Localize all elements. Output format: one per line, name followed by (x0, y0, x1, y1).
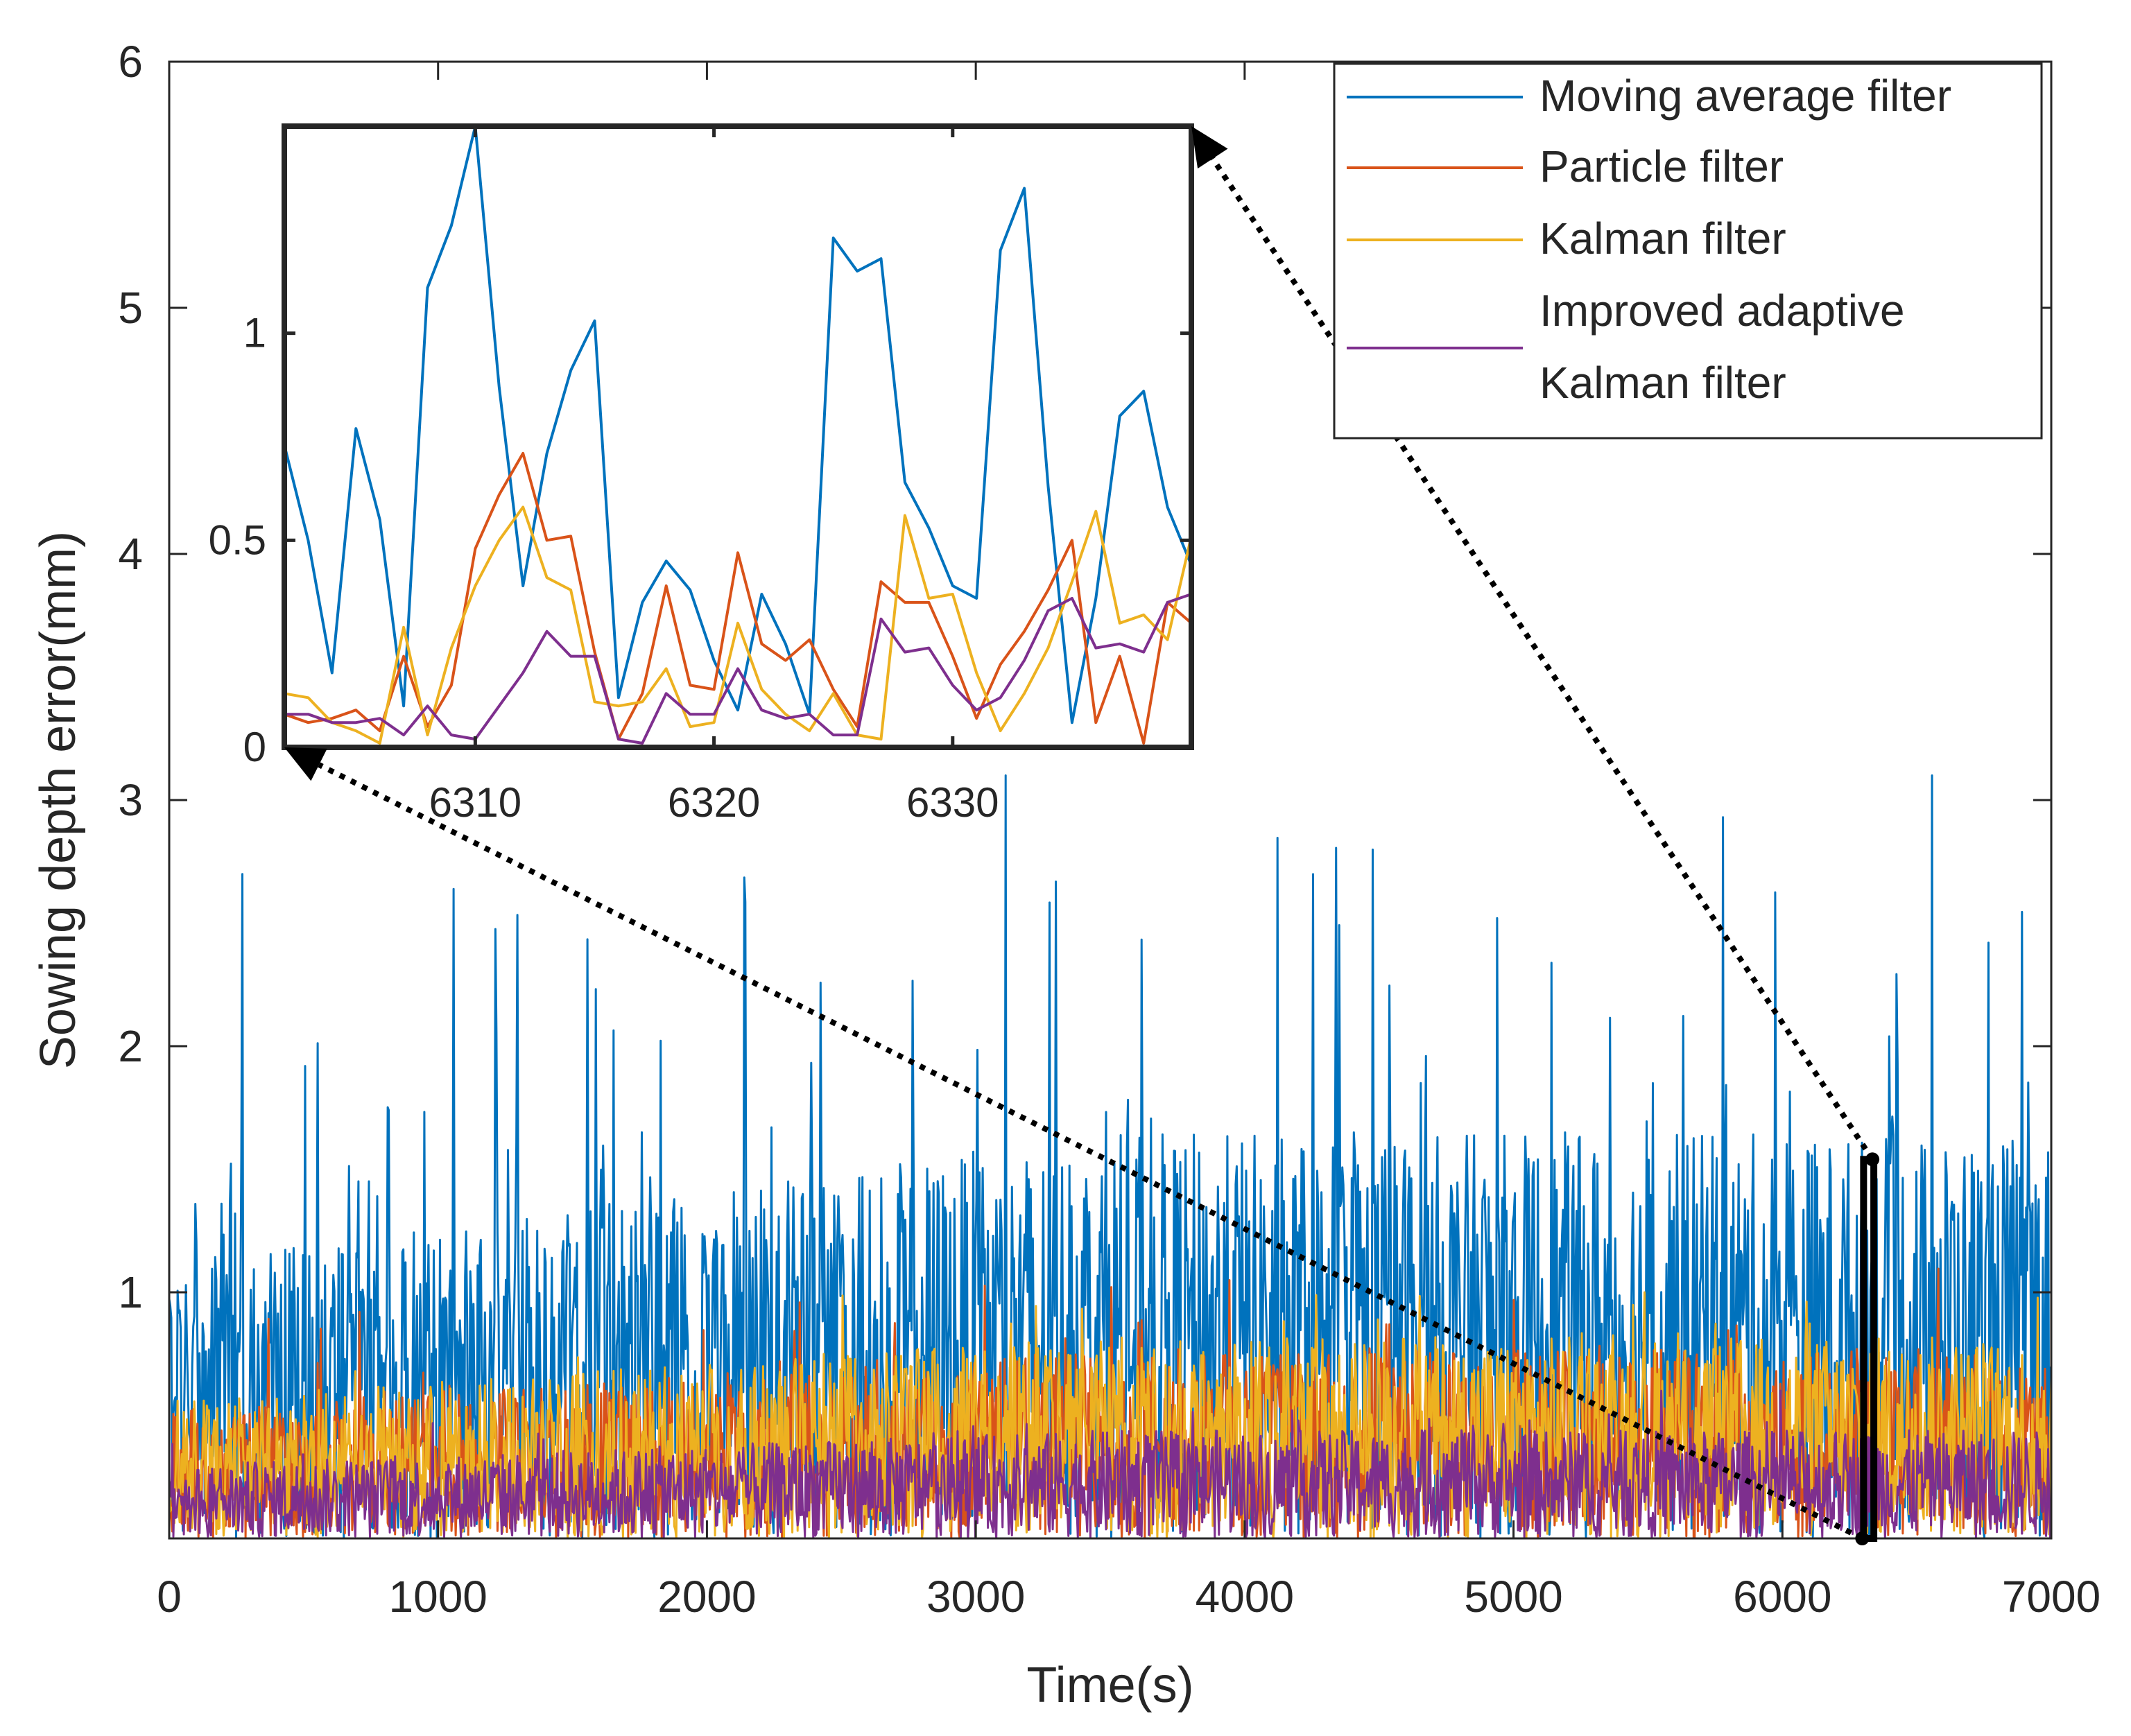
arrowhead-bottom-icon (284, 747, 327, 781)
y-tick-label: 6 (118, 37, 143, 87)
inset-y-tick-label: 0 (243, 724, 266, 770)
legend-label: Kalman filter (1539, 214, 1786, 263)
legend-box (1333, 62, 2043, 440)
x-tick-label: 5000 (1464, 1572, 1562, 1622)
main-series-line-4 (168, 1389, 2053, 1540)
inset-y-tick-label: 1 (243, 310, 266, 356)
inset-y-tick-label: 0.5 (209, 517, 266, 563)
main-tick-labels: 0 1000 2000 3000 4000 5000 6000 7000 1 2 3 4 5 6 (118, 37, 2100, 1622)
y-tick-label: 2 (118, 1021, 143, 1071)
inset-axes-box (282, 123, 1194, 750)
legend-label: Kalman filter (1539, 358, 1786, 408)
x-tick-label: 0 (157, 1572, 182, 1622)
inset-x-tick-label: 6310 (429, 779, 521, 826)
main-plot-series (168, 774, 2053, 1540)
legend-label: Particle filter (1539, 141, 1784, 191)
inset-plot-series (283, 125, 1193, 745)
inset-series-line-2 (284, 451, 1193, 745)
x-tick-label: 4000 (1196, 1572, 1294, 1622)
x-tick-label: 7000 (2002, 1572, 2100, 1622)
y-tick-label: 4 (118, 529, 143, 579)
y-tick-label: 5 (118, 283, 143, 333)
x-tick-label: 3000 (926, 1572, 1025, 1622)
y-tick-label: 3 (118, 775, 143, 825)
connector-anchor-top (1865, 1152, 1880, 1167)
inset-series-line-4 (284, 593, 1192, 745)
main-axis-ticks (168, 60, 2053, 1538)
inset-x-tick-label: 6330 (906, 779, 999, 826)
x-tick-label: 2000 (657, 1572, 756, 1622)
zoom-connector-top (1210, 157, 1875, 1161)
y-axis-title: Sowing depth error(mm) (31, 531, 86, 1069)
inset-series-line-1 (283, 125, 1193, 724)
connector-anchor-bottom (1855, 1531, 1870, 1545)
inset-axis-ticks (284, 126, 1191, 749)
arrowhead-top-icon (1191, 126, 1228, 169)
legend-label: Moving average filter (1539, 71, 1951, 121)
inset-tick-labels: 6310 6320 6330 0 0.5 1 (209, 310, 999, 826)
x-tick-label: 1000 (389, 1572, 488, 1622)
legend: Moving average filter Particle filter Kalm… (1347, 71, 1951, 408)
inset-series-line-3 (284, 505, 1193, 745)
inset-background (284, 126, 1191, 747)
legend-label: Improved adaptive (1539, 286, 1905, 336)
x-axis-title: Time(s) (1026, 1658, 1193, 1713)
zoom-connector-bottom (318, 762, 1864, 1541)
inset-x-tick-label: 6320 (668, 779, 760, 826)
y-tick-label: 1 (118, 1267, 143, 1317)
x-tick-label: 6000 (1733, 1572, 1831, 1622)
